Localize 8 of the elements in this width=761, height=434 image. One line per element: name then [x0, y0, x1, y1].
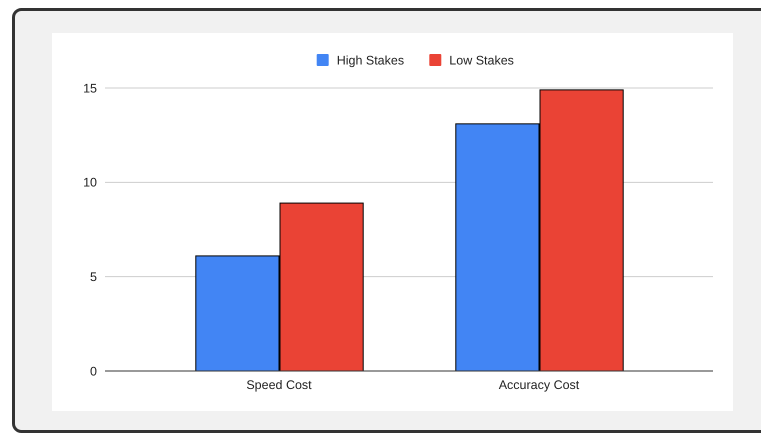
x-tick-label: Speed Cost — [246, 378, 312, 392]
legend-label: Low Stakes — [449, 54, 514, 68]
y-tick-label: 0 — [90, 364, 98, 378]
y-tick-label: 5 — [90, 270, 98, 284]
y-tick-label: 10 — [83, 176, 98, 190]
x-tick-label: Accuracy Cost — [498, 378, 580, 392]
y-tick-label: 15 — [83, 81, 98, 96]
legend-label: High Stakes — [336, 54, 404, 68]
